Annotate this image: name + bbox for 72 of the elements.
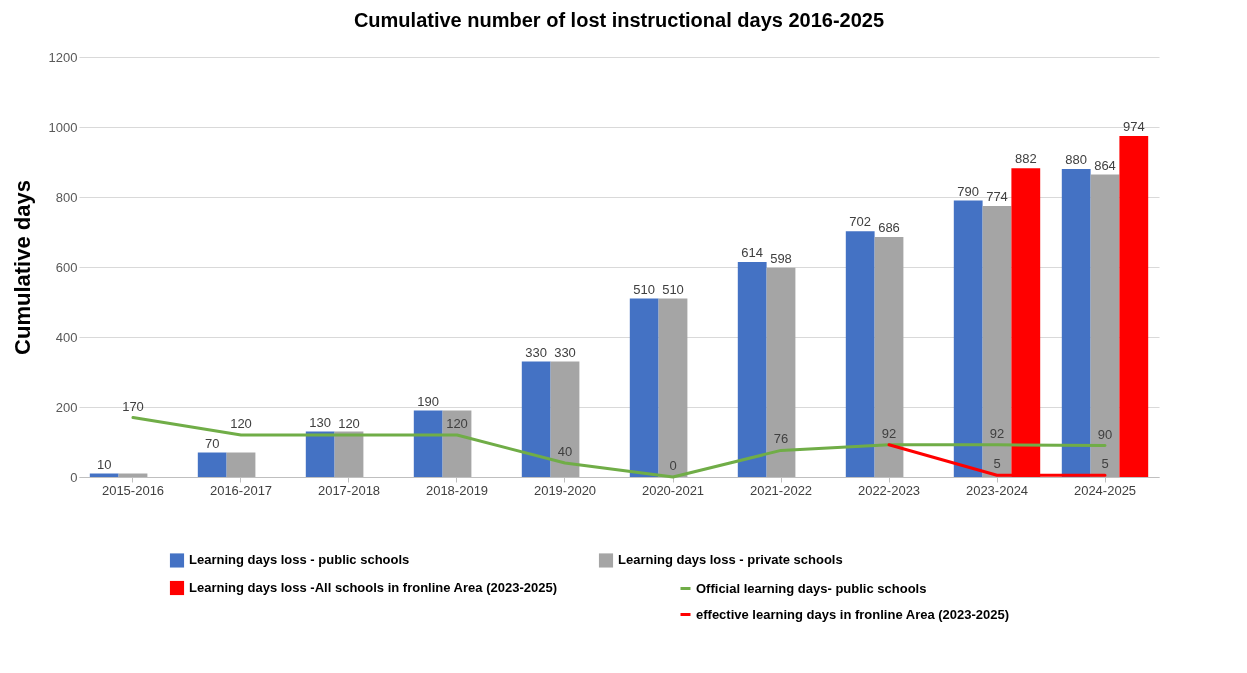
data-label: 880 bbox=[1065, 152, 1088, 167]
bar bbox=[413, 410, 443, 477]
bar bbox=[629, 298, 659, 477]
data-label: 702 bbox=[849, 214, 872, 230]
y-tick-label: 600 bbox=[55, 259, 78, 275]
legend-label: Learning days loss - public schools bbox=[189, 552, 410, 568]
bar bbox=[226, 452, 256, 477]
data-label: 10 bbox=[96, 456, 112, 472]
data-label: 598 bbox=[770, 250, 792, 266]
x-tick-label: 2020-2021 bbox=[641, 482, 705, 498]
x-tick-label: 2022-2023 bbox=[857, 482, 921, 498]
data-label: 774 bbox=[986, 189, 1008, 205]
data-label: 40 bbox=[557, 444, 573, 459]
x-tick-label: 2023-2024 bbox=[965, 482, 1029, 498]
data-label: 510 bbox=[633, 281, 656, 297]
data-label: 5 bbox=[1101, 456, 1109, 472]
y-tick-label: 200 bbox=[55, 399, 78, 415]
x-tick-label: 2024-2025 bbox=[1073, 482, 1137, 498]
data-label: 510 bbox=[662, 281, 684, 297]
bar bbox=[658, 298, 688, 477]
bar bbox=[305, 431, 335, 477]
x-tick-label: 2019-2020 bbox=[533, 482, 597, 498]
chart-title: Cumulative number of lost instructional days 2016-2025 bbox=[353, 9, 885, 31]
data-label: 90 bbox=[1097, 426, 1113, 442]
data-label: 120 bbox=[338, 416, 360, 431]
data-label: 190 bbox=[417, 393, 440, 409]
legend-label: Learning days loss - private schools bbox=[618, 552, 843, 568]
bar bbox=[766, 267, 796, 477]
data-label: 5 bbox=[993, 456, 1001, 472]
data-label: 882 bbox=[1014, 151, 1037, 167]
data-label: 76 bbox=[773, 431, 789, 447]
data-label: 92 bbox=[989, 425, 1005, 441]
data-label: 614 bbox=[741, 245, 764, 261]
y-axis-title: Cumulative days bbox=[9, 180, 35, 355]
data-label: 120 bbox=[230, 416, 252, 431]
data-label: 330 bbox=[554, 344, 576, 360]
bar bbox=[550, 361, 580, 477]
bar bbox=[197, 452, 227, 477]
bar bbox=[1061, 169, 1091, 477]
bar bbox=[737, 262, 767, 477]
y-tick-label: 1200 bbox=[48, 49, 78, 65]
legend-label: Official learning days- public schools bbox=[696, 580, 927, 596]
bar bbox=[334, 431, 364, 477]
x-tick-label: 2017-2018 bbox=[317, 482, 381, 498]
data-label: 790 bbox=[957, 183, 980, 199]
x-tick-label: 2016-2017 bbox=[209, 482, 273, 498]
data-label: 170 bbox=[122, 398, 144, 414]
data-label: 0 bbox=[669, 458, 677, 473]
x-tick-label: 2018-2019 bbox=[425, 482, 489, 498]
y-tick-label: 800 bbox=[55, 189, 78, 205]
bar bbox=[874, 236, 904, 477]
data-label: 864 bbox=[1094, 157, 1116, 173]
x-tick-label: 2015-2016 bbox=[101, 482, 165, 498]
bar bbox=[1119, 136, 1149, 477]
data-label: 70 bbox=[204, 435, 220, 451]
data-label: 686 bbox=[878, 219, 900, 235]
y-tick-label: 1000 bbox=[48, 119, 78, 135]
bar bbox=[982, 206, 1012, 477]
data-label: 974 bbox=[1122, 119, 1145, 135]
legend-label: effective learning days in fronline Area (2023-2025) bbox=[696, 606, 1010, 622]
data-label: 92 bbox=[881, 425, 897, 441]
bar bbox=[521, 361, 551, 477]
y-tick-label: 400 bbox=[55, 329, 78, 345]
bar bbox=[1090, 174, 1120, 477]
bar bbox=[953, 200, 983, 477]
x-tick-label: 2021-2022 bbox=[749, 482, 813, 498]
y-tick-label: 0 bbox=[70, 469, 78, 485]
data-label: 120 bbox=[446, 416, 468, 431]
legend-label: Learning days loss -All schools in fronline Area (2023-2025) bbox=[189, 580, 557, 595]
data-label: 130 bbox=[309, 414, 332, 430]
bar bbox=[845, 231, 875, 477]
data-label: 330 bbox=[525, 344, 548, 360]
